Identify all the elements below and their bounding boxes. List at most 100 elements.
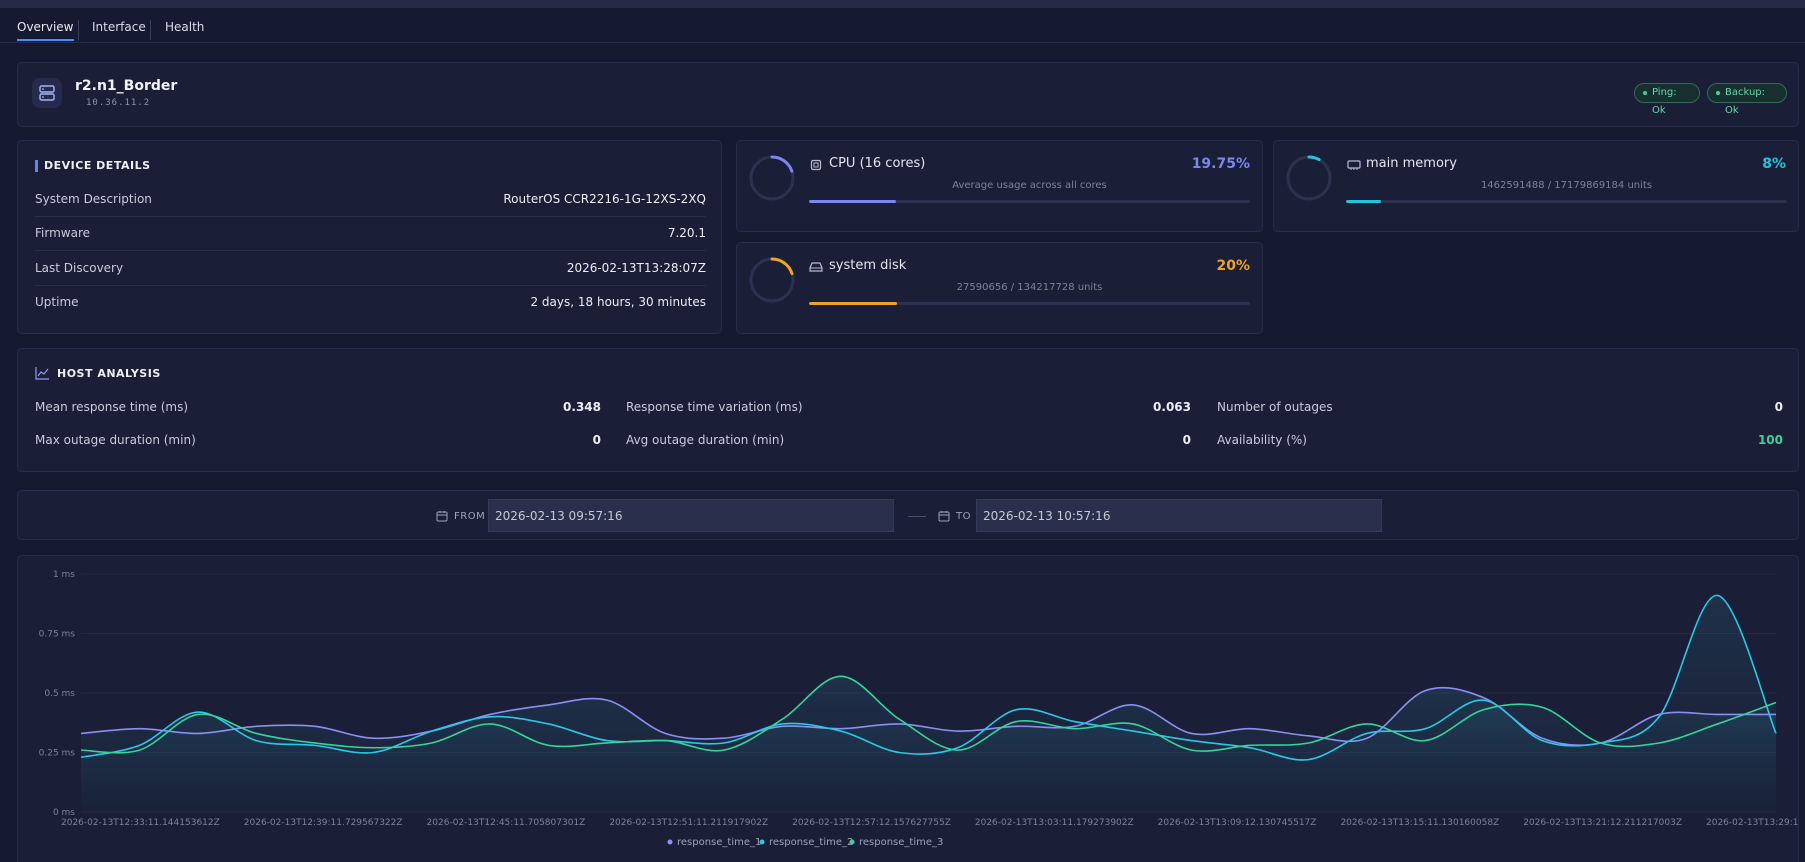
device-details-title: DEVICE DETAILS: [44, 159, 151, 172]
memory-percent: 8%: [1762, 156, 1786, 172]
x-tick-label: 2026-02-13T12:51:11.211917902Z: [609, 818, 768, 828]
server-icon: [32, 78, 62, 108]
memory-usage-bar: [1346, 200, 1787, 203]
response-time-chart-card: 0 ms 0.25 ms 0.5 ms 0.75 ms 1 ms 2026-02-13T1…: [17, 555, 1799, 862]
memory-gauge: [1286, 155, 1332, 201]
legend-label: response_time_2: [769, 837, 853, 848]
tab-bar: Overview Interface Health: [0, 8, 1805, 43]
disk-subtitle: 27590656 / 134217728 units: [956, 282, 1103, 293]
cpu-usage-fill: [809, 200, 897, 203]
cpu-gauge: [749, 155, 795, 201]
memory-icon: [1347, 160, 1361, 170]
device-details-card: DEVICE DETAILS System Description Router…: [17, 140, 722, 334]
x-tick-label: 2026-02-13T13:15:11.130160058Z: [1340, 818, 1499, 828]
backup-status-badge: Backup: Ok: [1707, 83, 1787, 116]
cpu-card: CPU (16 cores) 19.75% Average usage acro…: [736, 140, 1263, 232]
response_time_3-area: [81, 676, 1776, 812]
detail-value: 7.20.1: [667, 226, 706, 240]
x-tick-label: 2026-02-13T12:45:11.705807301Z: [427, 818, 586, 828]
tab-overview[interactable]: Overview: [17, 20, 74, 41]
tab-divider: [78, 20, 79, 40]
avg-outage-value: 0: [1182, 433, 1191, 447]
mean-response-label: Mean response time (ms): [35, 400, 189, 414]
line-chart-icon: [35, 367, 49, 380]
cpu-subtitle: Average usage across all cores: [952, 180, 1107, 191]
hard-drive-icon: [809, 262, 823, 272]
disk-card: system disk 20% 27590656 / 134217728 uni…: [736, 242, 1263, 334]
device-ip: 10.36.11.2: [86, 98, 151, 108]
calendar-icon: [436, 511, 448, 522]
x-tick-label: 2026-02-13T12:57:12.157627755Z: [792, 818, 951, 828]
y-tick-label: 0.25 ms: [39, 749, 76, 759]
outages-label: Number of outages: [1217, 400, 1333, 414]
avg-outage-label: Avg outage duration (min): [626, 433, 785, 447]
disk-usage-fill: [809, 302, 898, 305]
from-date-input[interactable]: [488, 499, 894, 532]
detail-label: Last Discovery: [35, 261, 124, 275]
y-tick-label: 0.5 ms: [44, 689, 75, 699]
tab-health[interactable]: Health: [165, 20, 205, 34]
cpu-usage-bar: [809, 200, 1250, 203]
x-tick-label: 2026-02-13T13:09:12.130745517Z: [1158, 818, 1317, 828]
availability-label: Availability (%): [1217, 433, 1307, 447]
legend-label: response_time_3: [859, 837, 943, 848]
ping-status-badge: Ping: Ok: [1634, 83, 1700, 116]
disk-percent: 20%: [1216, 258, 1250, 274]
detail-label: Firmware: [35, 226, 90, 240]
disk-usage-bar: [809, 302, 1250, 305]
row-divider: [35, 250, 706, 251]
detail-value: 2 days, 18 hours, 30 minutes: [530, 295, 706, 309]
cpu-percent: 19.75%: [1191, 156, 1250, 172]
response-time-chart: 0 ms 0.25 ms 0.5 ms 0.75 ms 1 ms 2026-02-13T1…: [39, 570, 1799, 848]
device-header-card: r2.n1_Border 10.36.11.2 Ping: Ok Backup:…: [17, 62, 1799, 127]
device-name: r2.n1_Border: [75, 78, 178, 94]
disk-title: system disk: [829, 258, 907, 273]
x-tick-label: 2026-02-13T13:03:11.179273902Z: [975, 818, 1134, 828]
x-tick-label: 2026-02-13T12:39:11.729567322Z: [244, 818, 403, 828]
disk-gauge: [749, 257, 795, 303]
to-date-input[interactable]: [976, 499, 1382, 532]
row-divider: [35, 285, 706, 286]
detail-value: 2026-02-13T13:28:07Z: [566, 261, 706, 275]
y-tick-label: 1 ms: [53, 570, 75, 580]
host-analysis-title: HOST ANALYSIS: [57, 367, 161, 380]
chip-icon: [810, 159, 822, 171]
memory-subtitle: 1462591488 / 17179869184 units: [1480, 180, 1653, 191]
x-tick-label: 2026-02-13T12:33:11.144153612Z: [61, 818, 220, 828]
memory-usage-fill: [1346, 200, 1382, 203]
response-variation-label: Response time variation (ms): [626, 400, 803, 414]
from-label: FROM: [454, 511, 486, 522]
detail-label: Uptime: [35, 295, 79, 309]
response_time_2-line: [80, 594, 1777, 761]
memory-card: main memory 8% 1462591488 / 17179869184 …: [1273, 140, 1799, 232]
legend-dot: [759, 839, 765, 845]
outages-value: 0: [1774, 400, 1783, 414]
cpu-title: CPU (16 cores): [829, 156, 926, 171]
x-tick-label: 2026-02-13T13:21:12.211217003Z: [1523, 818, 1682, 828]
row-divider: [35, 216, 706, 217]
calendar-icon: [938, 511, 950, 522]
memory-title: main memory: [1366, 156, 1457, 171]
max-outage-value: 0: [592, 433, 601, 447]
x-tick-label: 2026-02-13T13:29:11.850044946Z: [1706, 818, 1799, 828]
tab-interface[interactable]: Interface: [92, 20, 146, 34]
response-variation-value: 0.063: [1153, 400, 1191, 414]
detail-value: RouterOS CCR2216-1G-12XS-2XQ: [503, 192, 706, 206]
tab-divider: [150, 20, 151, 40]
y-tick-label: 0 ms: [53, 808, 75, 818]
availability-value: 100: [1757, 433, 1783, 447]
legend-dot: [849, 839, 855, 845]
date-range-card: FROM TO: [17, 490, 1799, 540]
mean-response-value: 0.348: [563, 400, 601, 414]
detail-label: System Description: [35, 192, 152, 206]
y-tick-label: 0.75 ms: [39, 630, 76, 640]
legend-label: response_time_1: [677, 837, 761, 848]
max-outage-label: Max outage duration (min): [35, 433, 196, 447]
window-top-strip: [0, 0, 1805, 8]
host-analysis-card: HOST ANALYSIS Mean response time (ms) 0.…: [17, 348, 1799, 472]
legend-dot: [667, 839, 673, 845]
to-label: TO: [956, 511, 971, 522]
response_time_3-line: [80, 675, 1777, 754]
section-accent: [35, 160, 38, 172]
range-separator: [908, 516, 926, 517]
